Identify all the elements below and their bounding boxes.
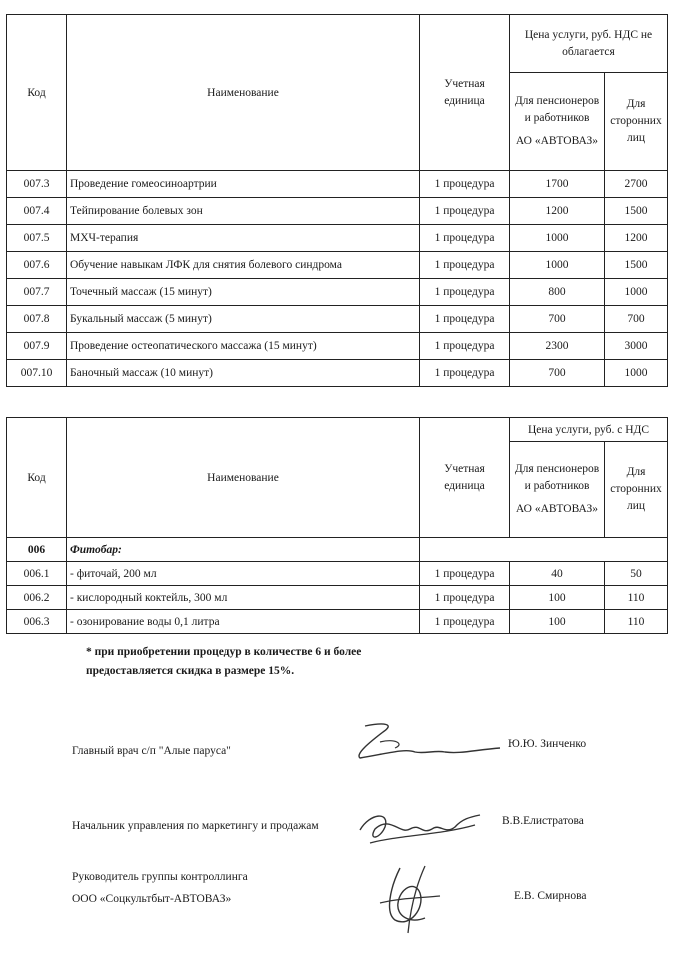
row-name: - фиточай, 200 мл [66, 561, 420, 586]
row-price-others: 1500 [604, 197, 668, 225]
header-price-employees: Для пенсионеров и работников АО «АВТОВАЗ» [509, 441, 605, 538]
header-price-employees: Для пенсионеров и работников АО «АВТОВАЗ» [509, 72, 605, 171]
table-row: 007.6 Обучение навыкам ЛФК для снятия бол… [6, 251, 668, 279]
header-price-others: Для сторонних лиц [603, 441, 669, 538]
row-name: Обучение навыкам ЛФК для снятия болевого… [66, 251, 420, 279]
row-price-others: 1500 [604, 251, 668, 279]
row-code: 007.3 [6, 170, 67, 198]
row-price-employees: 700 [509, 359, 605, 387]
discount-note: * при приобретении процедур в количестве… [86, 646, 362, 677]
row-price-employees: 1000 [509, 251, 605, 279]
signature-name-3: Е.В. Смирнова [514, 890, 587, 902]
table-row: 007.5 МХЧ-терапия 1 процедура 1000 1200 [6, 224, 668, 252]
table-row: 006.3- озонирование воды 0,1 литра 1 проц… [6, 609, 669, 634]
row-price-others: 110 [603, 585, 669, 610]
row-price-employees: 40 [509, 561, 605, 586]
row-unit: 1 процедура [419, 609, 510, 634]
section-row: 006 Фитобар: [6, 537, 669, 562]
row-code: 007.8 [6, 305, 67, 333]
price-table-no-vat: Код Наименование Учетная единица Цена ус… [6, 14, 668, 387]
row-unit: 1 процедура [419, 561, 510, 586]
row-price-employees: 800 [509, 278, 605, 306]
table-row: 007.8 Букальный массаж (5 минут) 1 процеду… [6, 305, 668, 333]
handwritten-signature-1 [358, 723, 501, 759]
row-price-others: 700 [604, 305, 668, 333]
row-code: 007.7 [6, 278, 67, 306]
table-row: 007.4 Тейпирование болевых зон 1 процедура… [6, 197, 668, 225]
row-price-employees: 700 [509, 305, 605, 333]
row-code: 007.6 [6, 251, 67, 279]
row-code: 006.2 [6, 585, 67, 610]
row-unit: 1 процедура [419, 170, 510, 198]
section-empty [418, 537, 669, 562]
section-code: 006 [6, 537, 67, 562]
row-price-others: 1000 [604, 359, 668, 387]
row-name: Тейпирование болевых зон [66, 197, 420, 225]
header-code: Код [6, 417, 67, 538]
row-unit: 1 процедура [419, 359, 510, 387]
header-unit: Учетная единица [419, 417, 510, 538]
row-code: 007.5 [6, 224, 67, 252]
row-price-employees: 1700 [509, 170, 605, 198]
signature-name-1: Ю.Ю. Зинченко [508, 738, 587, 750]
header-code: Код [6, 14, 67, 171]
row-price-employees: 1000 [509, 224, 605, 252]
row-code: 007.4 [6, 197, 67, 225]
row-name: МХЧ-терапия [66, 224, 420, 252]
table-row: 007.10 Баночный массаж (10 минут) 1 процед… [6, 359, 668, 387]
price-table-with-vat: Код Наименование Учетная единица Цена ус… [6, 417, 669, 634]
header-name: Наименование [66, 417, 420, 538]
row-price-employees: 100 [509, 609, 605, 634]
row-price-others: 1200 [604, 224, 668, 252]
signature-position-1: Главный врач с/п "Алые паруса" [72, 745, 231, 757]
header-text: АО «АВТОВАЗ» [515, 503, 599, 515]
header-text: Для пенсионеров и работников [514, 463, 600, 492]
row-name: Букальный массаж (5 минут) [66, 305, 420, 333]
row-code: 006.3 [6, 609, 67, 634]
section-name: Фитобар: [66, 537, 420, 562]
header-text: АО «АВТОВАЗ» [515, 135, 599, 147]
row-code: 007.10 [6, 359, 67, 387]
row-code: 007.9 [6, 332, 67, 360]
table-row: 006.2- кислородный коктейль, 300 мл 1 про… [6, 585, 669, 610]
row-name: Баночный массаж (10 минут) [66, 359, 420, 387]
row-price-others: 1000 [604, 278, 668, 306]
header-price-group: Цена услуги, руб. НДС не облагается [509, 14, 668, 73]
row-unit: 1 процедура [419, 585, 510, 610]
row-price-employees: 100 [509, 585, 605, 610]
header-price-others: Для сторонних лиц [604, 72, 668, 171]
row-unit: 1 процедура [419, 251, 510, 279]
row-price-employees: 2300 [509, 332, 605, 360]
row-name: Точечный массаж (15 минут) [66, 278, 420, 306]
row-price-others: 50 [603, 561, 669, 586]
row-price-others: 2700 [604, 170, 668, 198]
signature-name-2: В.В.Елистратова [502, 815, 584, 827]
handwritten-signature-3 [379, 865, 441, 934]
table-row: 006.1- фиточай, 200 мл 1 процедура 40 50 [6, 561, 669, 586]
signature-position-2: Начальник управления по маркетингу и про… [72, 820, 319, 832]
row-price-others: 110 [603, 609, 669, 634]
row-name: Проведение остеопатического массажа (15 … [66, 332, 420, 360]
row-price-employees: 1200 [509, 197, 605, 225]
header-unit: Учетная единица [419, 14, 510, 171]
header-price-group: Цена услуги, руб. с НДС [508, 417, 669, 442]
table-row: 007.7 Точечный массаж (15 минут) 1 процеду… [6, 278, 668, 306]
handwritten-signature-2 [359, 814, 481, 844]
row-code: 006.1 [6, 561, 67, 586]
header-name: Наименование [66, 14, 420, 171]
signature-position-3: Руководитель группы контроллинга [72, 871, 248, 883]
row-unit: 1 процедура [419, 278, 510, 306]
header-text: Для пенсионеров и работников [514, 95, 600, 124]
table-row: 007.9 Проведение остеопатического массажа… [6, 332, 668, 360]
row-unit: 1 процедура [419, 197, 510, 225]
row-name: - озонирование воды 0,1 литра [66, 609, 420, 634]
row-name: Проведение гомеосиноартрии [66, 170, 420, 198]
signature-position-3-org: ООО «Соцкультбыт-АВТОВАЗ» [72, 893, 232, 905]
row-unit: 1 процедура [419, 305, 510, 333]
row-price-others: 3000 [604, 332, 668, 360]
table-row: 007.3 Проведение гомеосиноартрии 1 процеду… [6, 170, 668, 198]
row-unit: 1 процедура [419, 332, 510, 360]
row-name: - кислородный коктейль, 300 мл [66, 585, 420, 610]
row-unit: 1 процедура [419, 224, 510, 252]
